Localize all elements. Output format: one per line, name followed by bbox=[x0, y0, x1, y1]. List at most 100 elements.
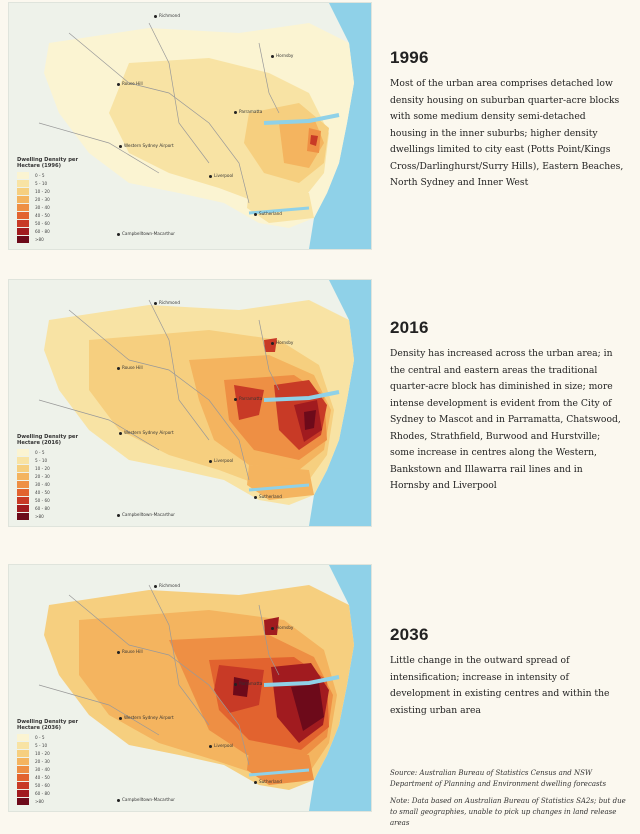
source-text: Source: Australian Bureau of Statistics … bbox=[390, 769, 607, 788]
legend-label: 30 - 40 bbox=[35, 481, 50, 487]
legend-swatch bbox=[17, 235, 29, 243]
legend-row: 60 - 80 bbox=[17, 504, 87, 512]
note-text: Note: Data based on Australian Bureau of… bbox=[390, 797, 626, 827]
text-block-2016: 2016 Density has increased across the ur… bbox=[390, 318, 625, 495]
legend-label: 50 - 60 bbox=[35, 497, 50, 503]
place-parramatta: Parramatta bbox=[234, 396, 262, 401]
legend-label: 20 - 30 bbox=[35, 473, 50, 479]
legend-label: 30 - 40 bbox=[35, 204, 50, 210]
legend-rows: 0 - 5 5 - 10 10 - 20 20 - 30 30 - 40 40 … bbox=[17, 448, 87, 520]
place-campbelltown: Campbelltown-Macarthur bbox=[117, 231, 175, 236]
legend-row: 20 - 30 bbox=[17, 195, 87, 203]
legend-row: 40 - 50 bbox=[17, 211, 87, 219]
description: Most of the urban area comprises detache… bbox=[390, 78, 624, 188]
year-heading: 2036 bbox=[390, 625, 429, 644]
legend-label: 10 - 20 bbox=[35, 750, 50, 756]
legend-row: >80 bbox=[17, 235, 87, 243]
legend-title: Dwelling Density per Hectare (1996) bbox=[17, 157, 79, 169]
legend-swatch bbox=[17, 797, 29, 805]
legend-swatch bbox=[17, 219, 29, 227]
place-hornsby: Hornsby bbox=[271, 625, 293, 630]
legend-rows: 0 - 5 5 - 10 10 - 20 20 - 30 30 - 40 40 … bbox=[17, 733, 87, 805]
place-richmond: Richmond bbox=[154, 300, 180, 305]
legend-label: 10 - 20 bbox=[35, 188, 50, 194]
source-note: Source: Australian Bureau of Statistics … bbox=[390, 768, 630, 829]
map-panel-2036: Richmond Hornsby Rouse Hill Parramatta W… bbox=[8, 564, 372, 812]
place-richmond: Richmond bbox=[154, 583, 180, 588]
legend-row: 60 - 80 bbox=[17, 227, 87, 235]
legend-row: 40 - 50 bbox=[17, 488, 87, 496]
legend-row: 20 - 30 bbox=[17, 472, 87, 480]
legend-swatch bbox=[17, 789, 29, 797]
place-liverpool: Liverpool bbox=[209, 743, 233, 748]
legend-row: 50 - 60 bbox=[17, 496, 87, 504]
legend-swatch bbox=[17, 765, 29, 773]
legend-row: 5 - 10 bbox=[17, 179, 87, 187]
legend-swatch bbox=[17, 773, 29, 781]
legend-swatch bbox=[17, 757, 29, 765]
legend-row: 10 - 20 bbox=[17, 187, 87, 195]
legend-label: 40 - 50 bbox=[35, 212, 50, 218]
place-campbelltown: Campbelltown-Macarthur bbox=[117, 797, 175, 802]
legend-row: 10 - 20 bbox=[17, 749, 87, 757]
legend-row: 30 - 40 bbox=[17, 765, 87, 773]
legend-row: 20 - 30 bbox=[17, 757, 87, 765]
legend-swatch bbox=[17, 781, 29, 789]
legend-label: 0 - 5 bbox=[35, 172, 45, 178]
legend: Dwelling Density per Hectare (2036) 0 - … bbox=[17, 719, 87, 805]
legend-swatch bbox=[17, 496, 29, 504]
description: Density has increased across the urban a… bbox=[390, 348, 621, 491]
legend-swatch bbox=[17, 464, 29, 472]
legend-label: 50 - 60 bbox=[35, 220, 50, 226]
legend-label: 60 - 80 bbox=[35, 228, 50, 234]
legend-label: >80 bbox=[35, 513, 44, 519]
legend-row: 0 - 5 bbox=[17, 733, 87, 741]
map-graphic bbox=[9, 3, 371, 249]
legend-row: 30 - 40 bbox=[17, 480, 87, 488]
place-hornsby: Hornsby bbox=[271, 340, 293, 345]
legend-swatch bbox=[17, 171, 29, 179]
place-sutherland: Sutherland bbox=[254, 494, 282, 499]
place-parramatta: Parramatta bbox=[234, 109, 262, 114]
legend-label: 50 - 60 bbox=[35, 782, 50, 788]
legend-label: 10 - 20 bbox=[35, 465, 50, 471]
year-heading: 2016 bbox=[390, 318, 429, 337]
legend-label: >80 bbox=[35, 236, 44, 242]
legend-label: 0 - 5 bbox=[35, 734, 45, 740]
legend-row: 0 - 5 bbox=[17, 171, 87, 179]
legend-swatch bbox=[17, 187, 29, 195]
legend-row: >80 bbox=[17, 512, 87, 520]
legend-label: 20 - 30 bbox=[35, 196, 50, 202]
legend-row: 10 - 20 bbox=[17, 464, 87, 472]
place-rouse-hill: Rouse Hill bbox=[117, 649, 143, 654]
legend-label: 30 - 40 bbox=[35, 766, 50, 772]
map-panel-2016: Richmond Hornsby Rouse Hill Parramatta W… bbox=[8, 279, 372, 527]
place-hornsby: Hornsby bbox=[271, 53, 293, 58]
place-liverpool: Liverpool bbox=[209, 173, 233, 178]
text-block-1996: 1996 Most of the urban area comprises de… bbox=[390, 48, 625, 192]
legend-swatch bbox=[17, 504, 29, 512]
legend-swatch bbox=[17, 211, 29, 219]
legend-title: Dwelling Density per Hectare (2036) bbox=[17, 719, 79, 731]
description: Little change in the outward spread of i… bbox=[390, 655, 610, 716]
legend-row: 30 - 40 bbox=[17, 203, 87, 211]
legend-swatch bbox=[17, 512, 29, 520]
place-rouse-hill: Rouse Hill bbox=[117, 81, 143, 86]
legend-swatch bbox=[17, 733, 29, 741]
legend-label: 0 - 5 bbox=[35, 449, 45, 455]
place-richmond: Richmond bbox=[154, 13, 180, 18]
legend-swatch bbox=[17, 203, 29, 211]
legend-label: 40 - 50 bbox=[35, 489, 50, 495]
legend-swatch bbox=[17, 456, 29, 464]
legend-swatch bbox=[17, 488, 29, 496]
legend-label: 60 - 80 bbox=[35, 790, 50, 796]
map-graphic bbox=[9, 565, 371, 811]
legend-label: >80 bbox=[35, 798, 44, 804]
legend-row: 60 - 80 bbox=[17, 789, 87, 797]
legend-row: 50 - 60 bbox=[17, 781, 87, 789]
legend-swatch bbox=[17, 480, 29, 488]
legend-label: 20 - 30 bbox=[35, 758, 50, 764]
place-sutherland: Sutherland bbox=[254, 211, 282, 216]
place-parramatta: Parramatta bbox=[234, 681, 262, 686]
legend: Dwelling Density per Hectare (2016) 0 - … bbox=[17, 434, 87, 520]
